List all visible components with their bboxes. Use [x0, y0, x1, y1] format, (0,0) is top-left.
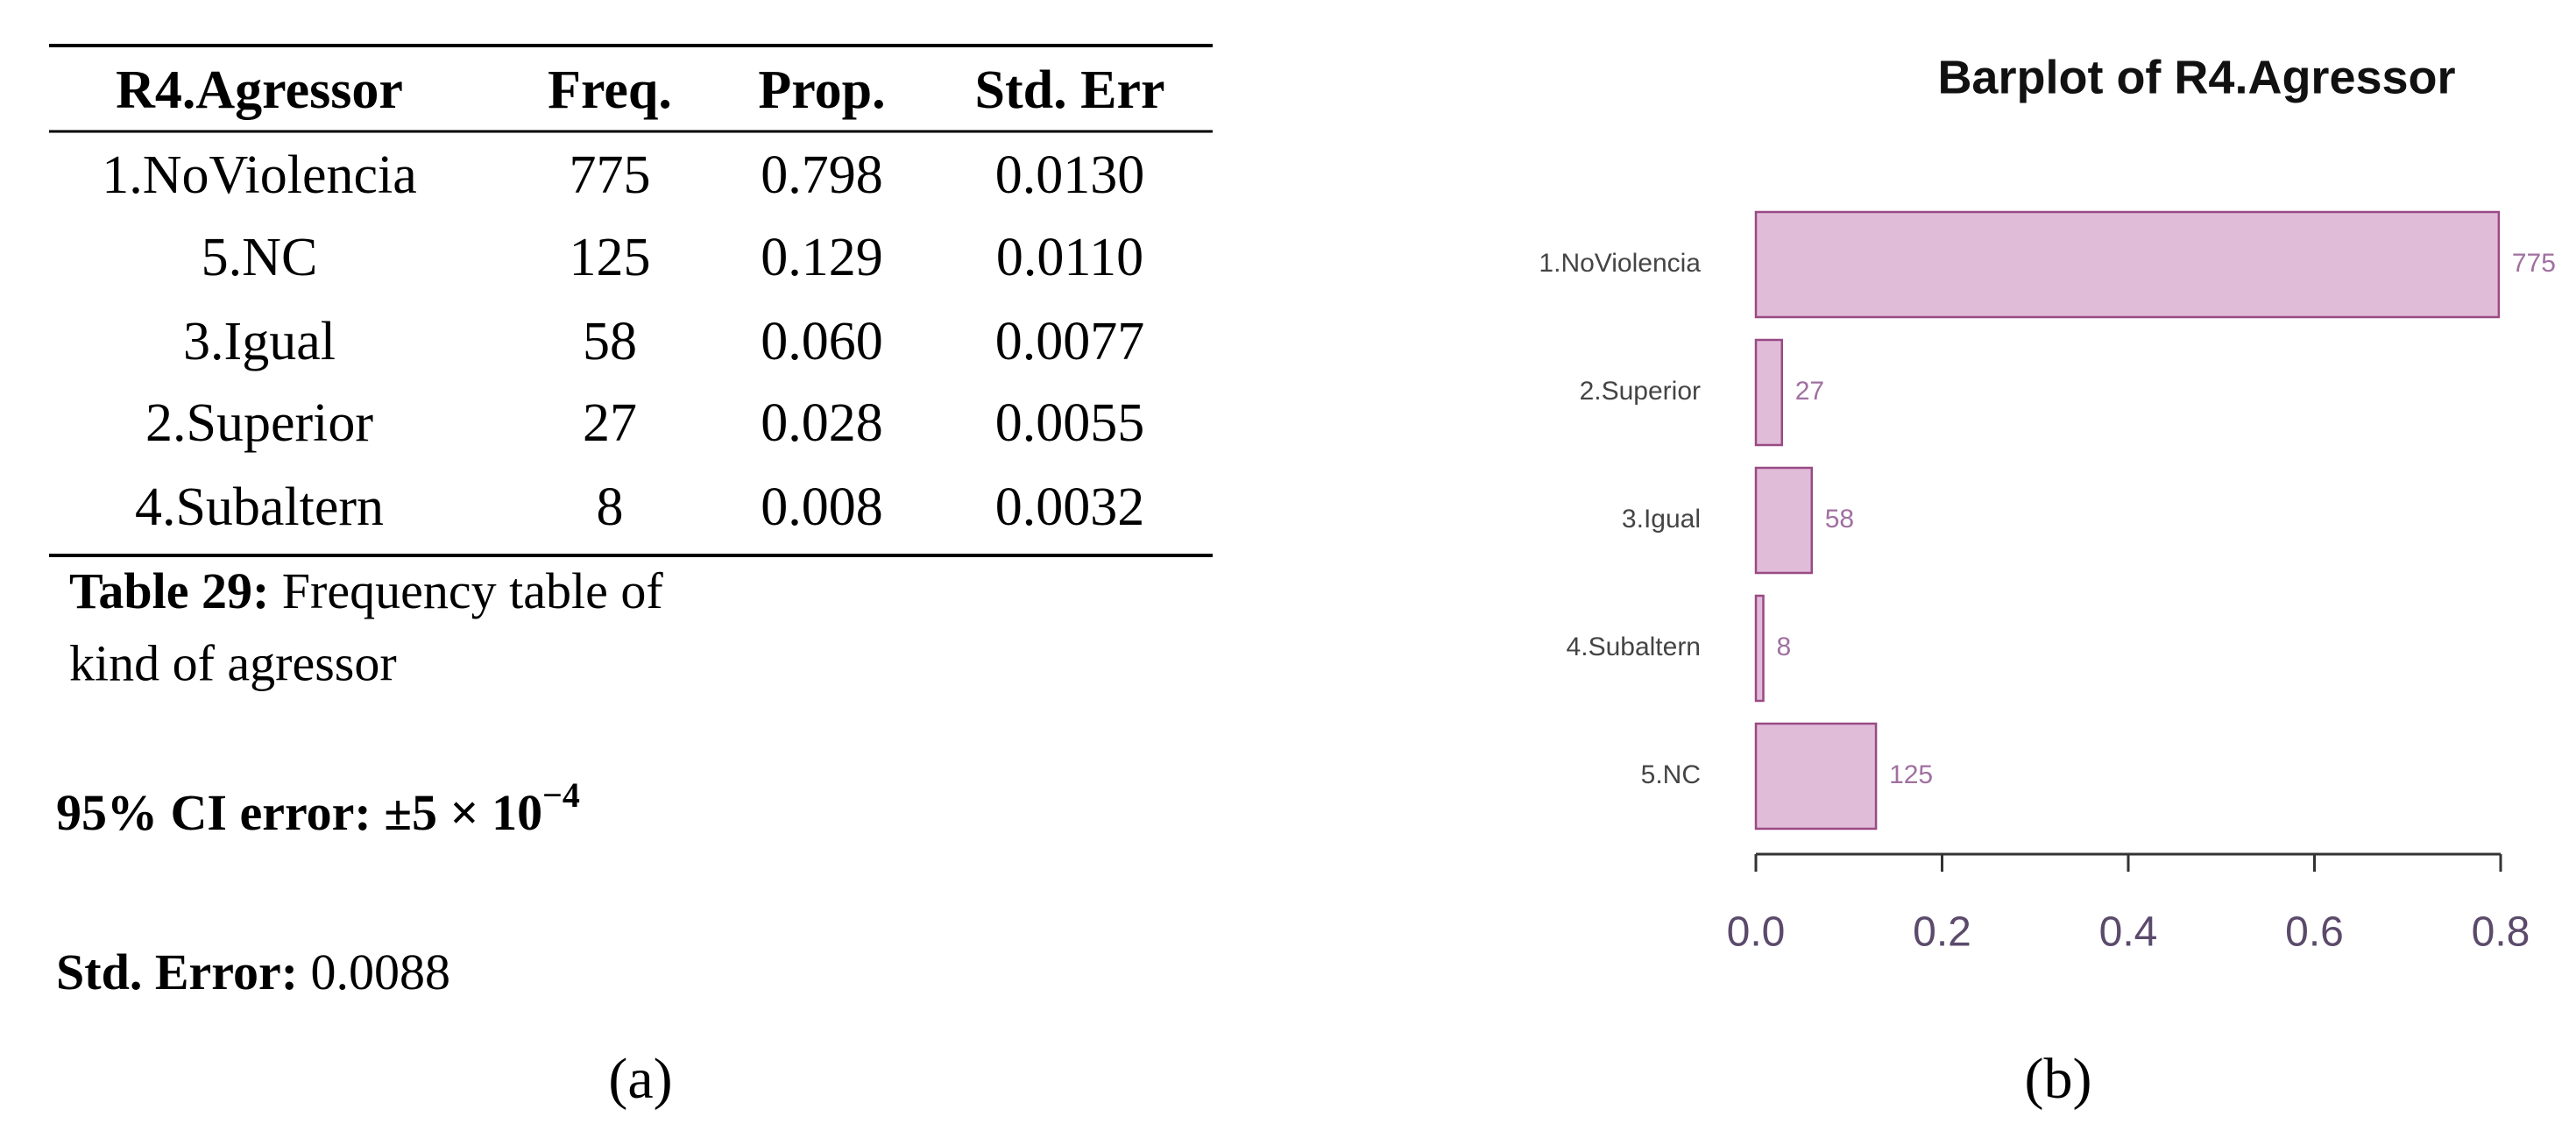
- table-cell: 0.028: [761, 393, 883, 453]
- table-cell: 1.NoViolencia: [102, 145, 417, 205]
- table-cell: 5.NC: [202, 228, 318, 287]
- y-tick-label: 3.Igual: [1622, 505, 1701, 534]
- ci-exponent: −4: [542, 775, 580, 815]
- table-cell: 0.0055: [995, 393, 1145, 453]
- ci-label: 95% CI error:: [56, 784, 372, 841]
- y-tick-label: 2.Superior: [1580, 377, 1701, 406]
- bar: [1754, 210, 2501, 319]
- table-cell: 8: [597, 477, 624, 537]
- data-label: 27: [1795, 377, 1824, 406]
- table-cell: 4.Subaltern: [135, 477, 384, 537]
- caption-line: Frequency table of: [282, 562, 664, 619]
- data-label: 58: [1825, 505, 1854, 534]
- y-tick-label: 4.Subaltern: [1567, 633, 1701, 661]
- table-cell: 0.0032: [995, 477, 1145, 537]
- data-label: 775: [2512, 249, 2556, 278]
- table-cell: 0.798: [761, 145, 883, 205]
- table-cell: 125: [570, 228, 651, 287]
- chart-panel: Barplot of R4.Agressor 0.0 0.2 0.4 0.6 0.8 1.…: [1539, 51, 2556, 955]
- ci-note: 95% CI error: ±5 × 10−4: [56, 775, 580, 841]
- caption: Table 29: Frequency table of: [69, 562, 663, 619]
- x-tick-label: 0.8: [2472, 909, 2530, 956]
- y-tick-label: 5.NC: [1641, 760, 1701, 789]
- table-cell: 0.129: [761, 228, 883, 287]
- ci-value: ±5 × 10: [384, 784, 542, 841]
- caption-line: kind of agressor: [69, 634, 397, 691]
- table-cell: 0.060: [761, 312, 883, 371]
- bar: [1754, 594, 1765, 703]
- bar: [1754, 338, 1783, 447]
- x-tick-label: 0.6: [2285, 909, 2344, 956]
- se-value: 0.0088: [311, 944, 451, 1000]
- x-tick-label: 0.0: [1727, 909, 1786, 956]
- panel-label: (b): [2025, 1047, 2092, 1111]
- data-label: 8: [1777, 633, 1792, 661]
- se-note: Std. Error: 0.0088: [56, 944, 450, 1000]
- table-header-cell: Freq.: [548, 60, 672, 120]
- table-cell: 58: [583, 312, 637, 371]
- table-cell: 0.0110: [996, 228, 1143, 287]
- x-tick-label: 0.4: [2099, 909, 2158, 956]
- table-cell: 3.Igual: [183, 312, 336, 371]
- table-header-cell: Std. Err: [975, 60, 1165, 120]
- bar: [1754, 722, 1878, 831]
- table-header-cell: Prop.: [758, 60, 885, 120]
- data-label: 125: [1889, 760, 1933, 789]
- table-cell: 0.0130: [995, 145, 1145, 205]
- table-cell: 27: [583, 393, 637, 453]
- table-panel: Table 29: Frequency table of kind of agr…: [49, 44, 1213, 1111]
- table-cell: 775: [570, 145, 651, 205]
- table-cell: 2.Superior: [145, 393, 373, 453]
- panel-label: (a): [608, 1047, 672, 1111]
- chart-title: Barplot of R4.Agressor: [1937, 51, 2455, 103]
- bar: [1754, 466, 1813, 575]
- x-tick-label: 0.2: [1913, 909, 1971, 956]
- table-cell: 0.008: [761, 477, 883, 537]
- se-label: Std. Error:: [56, 944, 298, 1000]
- caption-label: Table 29:: [69, 562, 269, 619]
- y-tick-label: 1.NoViolencia: [1539, 249, 1701, 278]
- table-cell: 0.0077: [995, 312, 1145, 371]
- table-header-cell: R4.Agressor: [116, 60, 403, 120]
